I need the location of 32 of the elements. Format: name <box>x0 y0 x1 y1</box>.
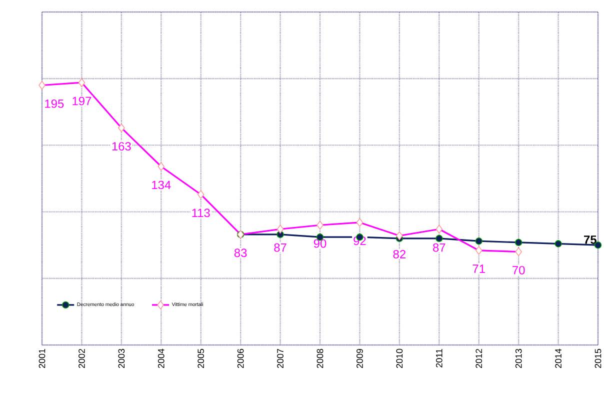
data-label: 71 <box>472 264 485 273</box>
data-label: 90 <box>314 239 326 248</box>
data-label: 197 <box>72 96 92 106</box>
point <box>514 238 522 246</box>
point <box>475 238 482 245</box>
x-tick-label: 2014 <box>555 348 562 368</box>
x-tick-label: 2001 <box>38 348 46 368</box>
x-tick-label: 2012 <box>476 348 482 368</box>
x-tick-label: 2002 <box>78 348 85 368</box>
data-label: 87 <box>433 243 446 252</box>
data-label: 195 <box>45 99 64 108</box>
x-tick-label: 2004 <box>158 348 164 368</box>
x-tick-label: 2006 <box>237 348 244 368</box>
x-tick-label: 2013 <box>515 348 522 368</box>
x-tick-label: 2003 <box>118 348 125 368</box>
x-tick-label: 2015 <box>594 348 602 368</box>
x-tick-label: 2007 <box>277 348 284 368</box>
data-label: 113 <box>192 208 210 218</box>
data-label: 163 <box>112 142 131 151</box>
data-label: 70 <box>512 266 525 274</box>
x-tick-label: 2010 <box>396 348 403 368</box>
x-tick-label: 2011 <box>436 348 442 368</box>
data-label: 87 <box>274 243 286 252</box>
point <box>436 234 443 242</box>
data-label: 82 <box>393 250 406 258</box>
data-label: 134 <box>152 180 171 190</box>
data-label: 75 <box>584 236 596 244</box>
x-tick-label: 2005 <box>198 348 204 368</box>
data-label: 83 <box>234 248 247 258</box>
point <box>554 240 562 248</box>
x-tick-label: 2008 <box>316 348 324 368</box>
x-tick-label: 2009 <box>356 348 363 368</box>
